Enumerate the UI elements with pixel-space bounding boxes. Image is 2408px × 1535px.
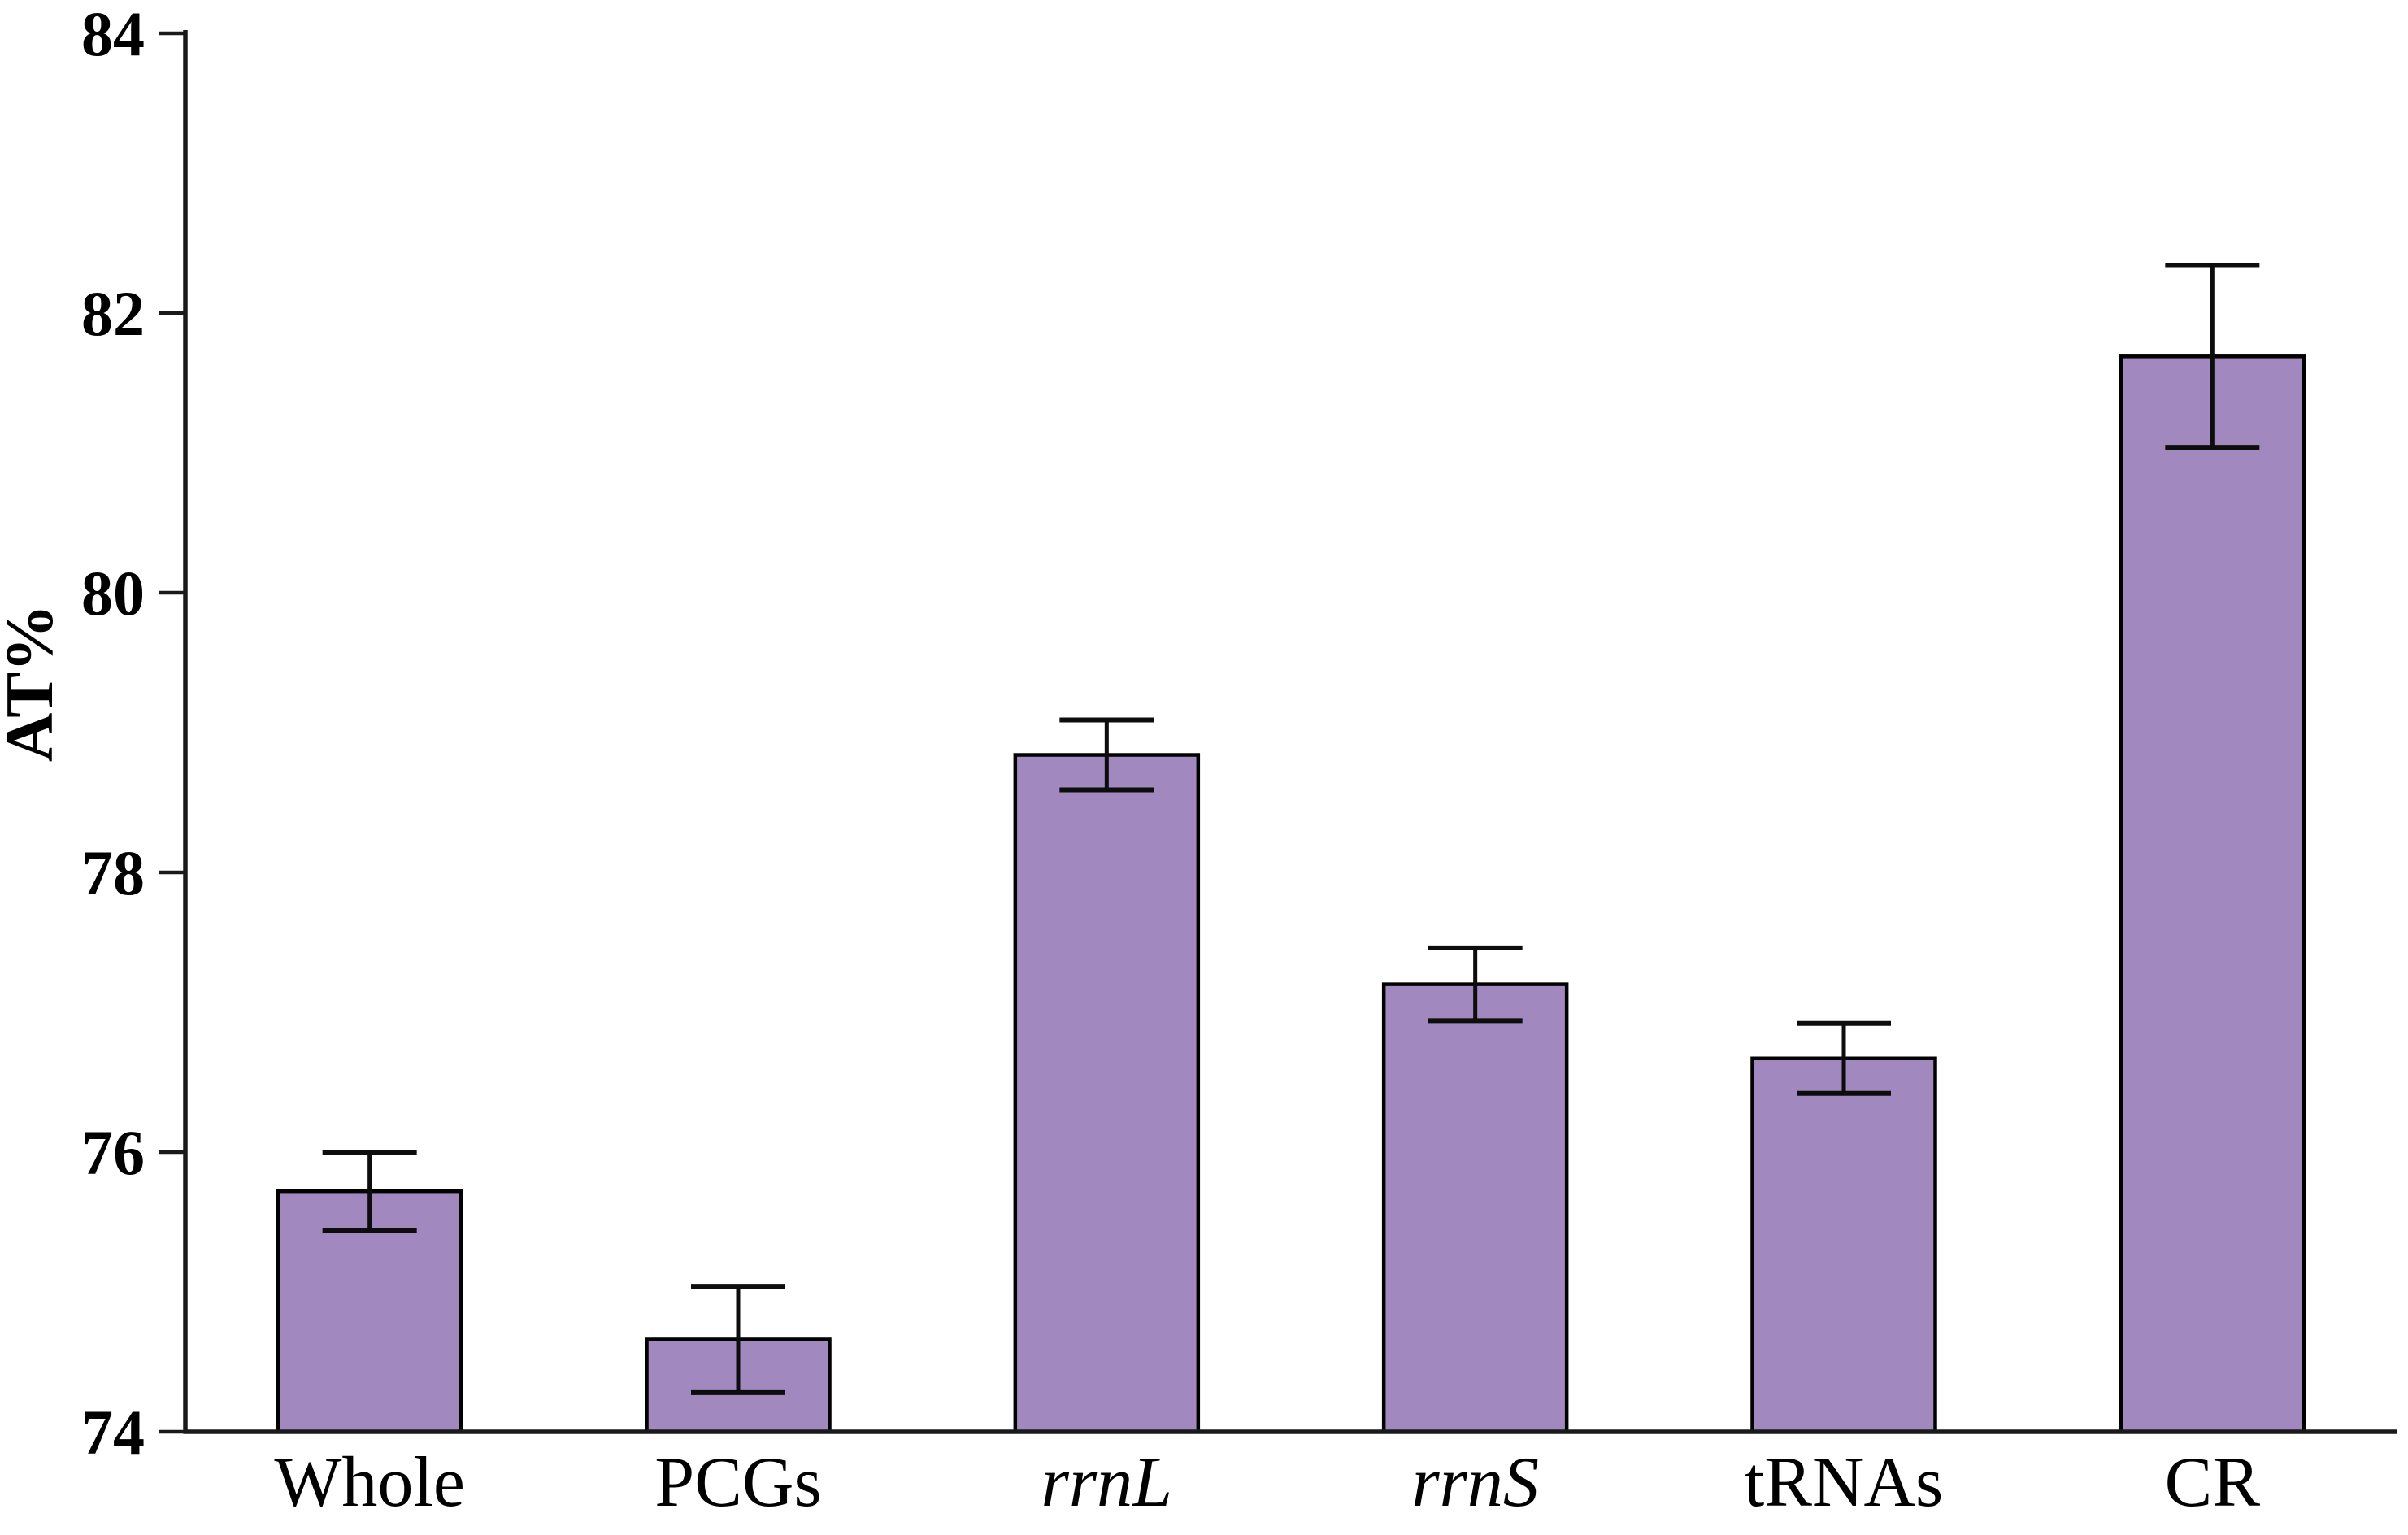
y-tick-label-78: 78 [81, 837, 145, 908]
x-tick-label-trnas: tRNAs [1745, 1443, 1944, 1522]
bar-rrns [1381, 982, 1569, 1434]
y-tick-label-74: 74 [81, 1397, 145, 1468]
x-tick-label-whole: Whole [274, 1443, 465, 1522]
y-tick-label-82: 82 [81, 278, 145, 349]
y-tick-label-76: 76 [81, 1117, 145, 1188]
bar-cr [2119, 354, 2306, 1434]
y-axis-title: AT% [0, 604, 67, 762]
y-tick-label-80: 80 [81, 558, 145, 628]
y-tick-label-84: 84 [81, 0, 145, 69]
x-tick-label-cr: CR [2165, 1443, 2261, 1522]
x-tick-label-pcgs: PCGs [654, 1443, 821, 1522]
bar-trnas [1750, 1056, 1937, 1434]
x-tick-label-rrns: rrnS [1411, 1443, 1539, 1522]
bar-rrnl [1013, 753, 1201, 1434]
x-tick-label-rrnl: rrnL [1041, 1443, 1172, 1522]
